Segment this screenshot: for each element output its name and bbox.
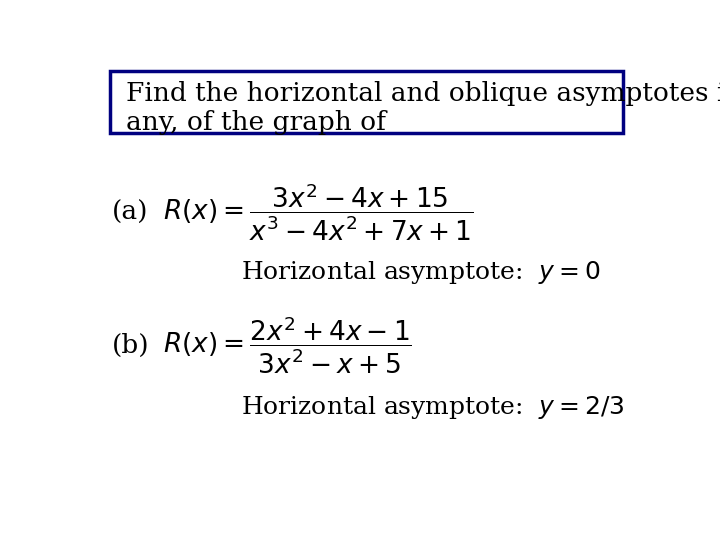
Text: $R(x) = \dfrac{2x^2+4x-1}{3x^2-x+5}$: $R(x) = \dfrac{2x^2+4x-1}{3x^2-x+5}$ [163,315,411,376]
Text: (a): (a) [112,200,149,225]
Text: Horizontal asymptote:  $y = 0$: Horizontal asymptote: $y = 0$ [240,259,600,286]
Text: Horizontal asymptote:  $y = 2/3$: Horizontal asymptote: $y = 2/3$ [240,394,624,421]
FancyBboxPatch shape [109,71,623,133]
Text: Find the horizontal and oblique asymptotes if
any, of the graph of: Find the horizontal and oblique asymptot… [126,80,720,134]
Text: (b): (b) [112,333,150,358]
Text: $R(x) = \dfrac{3x^2-4x+15}{x^3-4x^2+7x+1}$: $R(x) = \dfrac{3x^2-4x+15}{x^3-4x^2+7x+1… [163,182,473,243]
